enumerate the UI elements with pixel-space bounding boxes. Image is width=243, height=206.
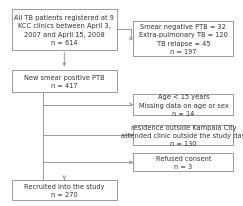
- Text: Recruited into the study
n = 270: Recruited into the study n = 270: [24, 183, 104, 197]
- FancyBboxPatch shape: [12, 71, 117, 93]
- Text: residence outside Kampala City
attended clinic outside the study day
n = 130: residence outside Kampala City attended …: [121, 124, 243, 146]
- Text: Smear negative PTB = 32
Extra-pulmonary TB = 120
TB relapse = 45
n = 197: Smear negative PTB = 32 Extra-pulmonary …: [139, 24, 228, 55]
- FancyBboxPatch shape: [133, 153, 234, 172]
- Text: Refused consent
n = 3: Refused consent n = 3: [156, 156, 211, 170]
- FancyBboxPatch shape: [133, 95, 234, 115]
- Text: New smear positive PTB
n = 417: New smear positive PTB n = 417: [24, 75, 105, 89]
- Text: All TB patients registered at 9
KCC clinics between April 3,
2007 and April 15, : All TB patients registered at 9 KCC clin…: [14, 15, 114, 46]
- Text: Age < 15 years
Missing data on age or sex
n = 14: Age < 15 years Missing data on age or se…: [139, 94, 228, 116]
- FancyBboxPatch shape: [133, 125, 234, 145]
- FancyBboxPatch shape: [12, 180, 117, 200]
- FancyBboxPatch shape: [133, 22, 234, 57]
- FancyBboxPatch shape: [12, 10, 117, 50]
